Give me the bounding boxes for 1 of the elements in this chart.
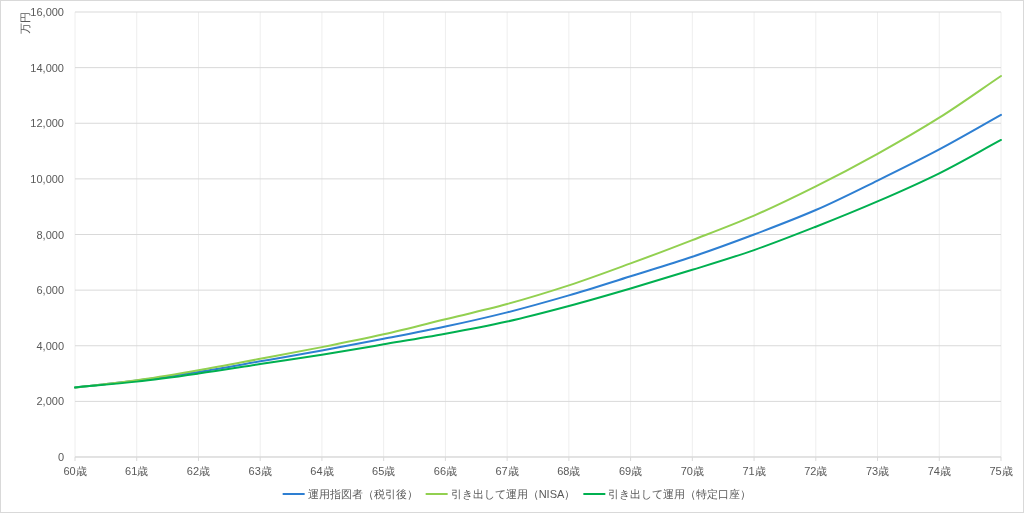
- ylabel: 万円: [19, 12, 31, 34]
